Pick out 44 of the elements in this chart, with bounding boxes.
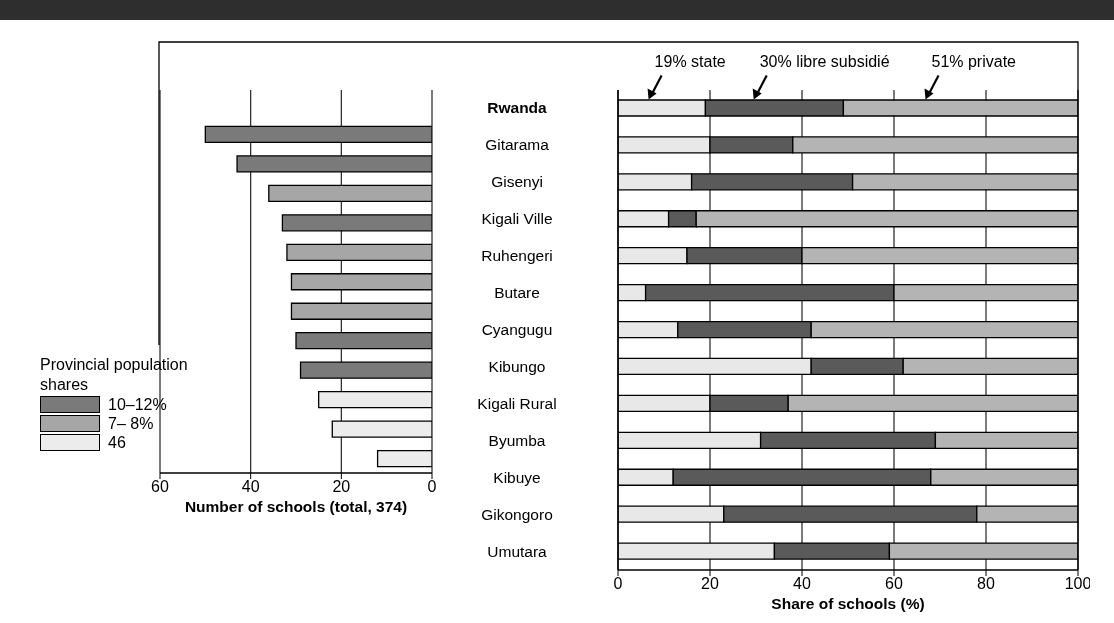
text: 51% private — [931, 53, 1017, 71]
x-tick-label: 100 — [1064, 575, 1092, 593]
x-axis-title: Number of schools (total, 374) — [184, 498, 408, 515]
y-tick-label: Rwanda — [487, 99, 548, 117]
y-tick-label: Butare — [494, 284, 540, 302]
x-tick-label: 60 — [151, 478, 169, 496]
bar — [286, 243, 432, 261]
bar — [331, 420, 432, 438]
y-tick-label: Ruhengeri — [481, 247, 553, 265]
x-tick-label: 0 — [427, 478, 437, 496]
x-tick-label: 80 — [977, 575, 995, 593]
legend-label: 10–12% — [108, 394, 167, 415]
bar — [204, 125, 432, 144]
y-tick-label: Umutara — [487, 542, 548, 560]
text: 19% state — [654, 53, 726, 71]
bar — [281, 214, 432, 232]
bar — [376, 449, 432, 468]
x-axis-title: Share of schools (%) — [771, 595, 925, 612]
y-tick-label: Gisenyi — [491, 173, 543, 191]
text: 30% libre subsidié — [759, 53, 890, 71]
bar — [290, 302, 432, 320]
legend-label: 46 — [108, 432, 126, 453]
bar — [299, 361, 432, 379]
bar — [318, 390, 432, 409]
bar — [268, 184, 432, 203]
y-tick-label: Gitarama — [485, 136, 550, 154]
x-tick-label: 40 — [793, 575, 811, 593]
x-tick-label: 0 — [613, 575, 623, 593]
y-tick-label: Byumba — [488, 431, 546, 449]
x-tick-label: 60 — [885, 575, 903, 593]
bar — [295, 332, 432, 350]
y-tick-label: Kigali Ville — [481, 210, 553, 228]
x-tick-label: 40 — [241, 478, 260, 496]
y-tick-label: Kigali Rural — [477, 394, 557, 412]
x-tick-label: 20 — [701, 575, 719, 593]
legend-title: Provincial population shares — [40, 355, 189, 395]
y-tick-label: Kibuye — [493, 468, 541, 486]
bar — [290, 273, 432, 291]
bar — [236, 155, 432, 173]
x-tick-label: 20 — [332, 478, 351, 496]
y-tick-label: Gikongoro — [481, 505, 553, 523]
y-tick-label: Kibungo — [488, 357, 546, 375]
legend-label: 7– 8% — [108, 413, 154, 434]
y-tick-label: Cyangugu — [481, 321, 553, 338]
